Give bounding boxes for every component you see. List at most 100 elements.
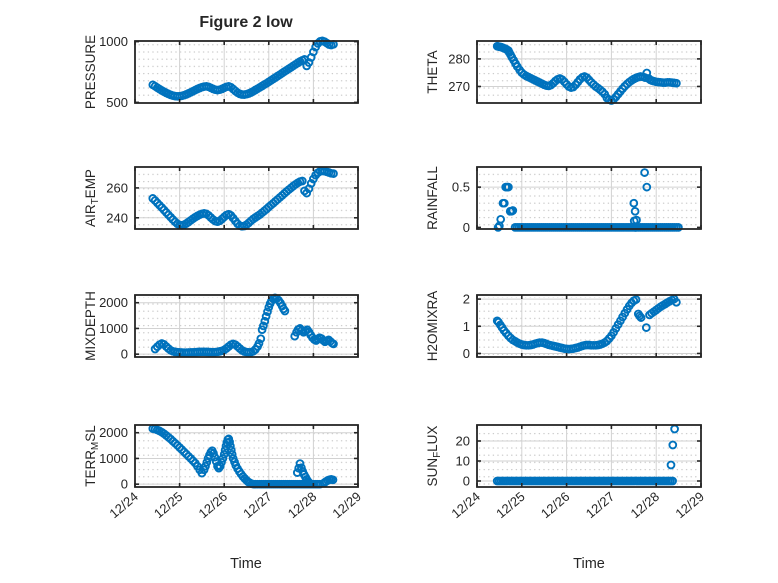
y-tick-labels: 00.5 <box>452 180 470 235</box>
data-points <box>150 293 338 357</box>
x-tick-labels: 12/24 12/25 12/26 12/27 12/28 12/29 <box>106 489 364 521</box>
x-tick-label: 12/29 <box>672 489 707 521</box>
y-axis-label: RAINFALL <box>425 166 440 230</box>
y-axis-label: SUNFLUX <box>425 426 443 487</box>
subplot-theta: 270 280 THETA <box>425 40 702 105</box>
data-marker <box>225 437 234 447</box>
y-tick-label: 500 <box>106 95 128 110</box>
x-axis-label: Time <box>230 556 262 572</box>
y-tick-labels: 500 1000 <box>99 34 128 110</box>
data-marker <box>499 198 509 208</box>
y-tick-labels: 0 1000 2000 <box>99 295 128 361</box>
subplot-rainfall: 00.5 RAINFALL <box>425 166 702 235</box>
data-marker <box>209 448 218 458</box>
x-tick-labels: 12/24 12/25 12/26 12/27 12/28 12/29 <box>448 489 707 521</box>
y-tick-label: 2000 <box>99 295 128 310</box>
y-axis-label: AIRTEMP <box>83 169 101 227</box>
axes-box <box>134 424 359 488</box>
y-tick-label: 280 <box>448 51 470 66</box>
data-points <box>492 294 681 354</box>
data-marker <box>640 168 649 177</box>
minor-grid <box>137 297 356 355</box>
data-marker <box>666 460 676 470</box>
data-marker <box>328 475 338 485</box>
data-marker <box>631 295 641 304</box>
y-axis-label: MIXDEPTH <box>83 291 98 361</box>
data-marker <box>226 445 236 455</box>
y-tick-label: 1000 <box>99 34 128 49</box>
y-axis-label: TERRMSL <box>83 425 101 487</box>
data-marker <box>313 334 323 344</box>
tick-marks <box>476 167 702 229</box>
x-tick-label: 12/24 <box>448 489 483 521</box>
axes-box <box>134 166 359 230</box>
y-tick-label: 10 <box>456 454 470 469</box>
axes-box <box>134 294 359 358</box>
x-tick-label: 12/25 <box>493 489 528 521</box>
minor-grid <box>479 43 699 101</box>
data-marker <box>179 447 189 457</box>
data-marker <box>672 78 681 88</box>
y-tick-label: 20 <box>456 434 470 449</box>
data-points <box>493 168 683 232</box>
x-tick-label: 12/26 <box>538 489 573 521</box>
data-marker <box>641 323 651 332</box>
y-tick-label: 0.5 <box>452 180 470 195</box>
data-marker <box>642 182 652 192</box>
axes-box <box>476 424 702 488</box>
tick-marks <box>134 167 359 229</box>
data-points <box>492 424 679 486</box>
data-marker <box>668 440 678 450</box>
y-tick-labels: 0 1000 2000 <box>99 425 128 491</box>
axes-box <box>476 40 702 104</box>
y-tick-label: 0 <box>121 347 128 362</box>
subplot-h2omixra: 0 1 2 H2OMIXRA <box>425 291 702 362</box>
tick-marks <box>476 41 702 103</box>
data-points <box>148 166 338 231</box>
y-tick-label: 0 <box>121 477 128 492</box>
data-marker <box>668 476 677 486</box>
tick-marks <box>476 295 702 357</box>
x-tick-label: 12/28 <box>285 489 320 521</box>
minor-grid <box>479 427 699 485</box>
data-marker <box>300 186 309 196</box>
data-marker <box>219 449 229 459</box>
data-marker <box>175 443 184 452</box>
data-marker <box>201 461 210 471</box>
y-tick-label: 240 <box>106 210 128 225</box>
y-tick-label: 1000 <box>99 451 128 466</box>
data-marker <box>254 339 264 348</box>
data-marker <box>261 312 271 321</box>
y-tick-labels: 0 10 20 <box>456 434 470 489</box>
data-marker <box>630 206 640 216</box>
axes-box <box>476 166 702 230</box>
y-tick-label: 1000 <box>99 321 128 336</box>
tick-marks <box>476 425 702 487</box>
x-tick-label: 12/26 <box>196 489 231 521</box>
y-tick-label: 0 <box>463 474 470 489</box>
y-axis-label: THETA <box>425 50 440 93</box>
y-tick-label: 2000 <box>99 425 128 440</box>
x-tick-label: 12/25 <box>151 489 186 521</box>
y-axis-label: PRESSURE <box>83 35 98 109</box>
axes-box <box>134 40 359 104</box>
x-tick-label: 12/27 <box>583 489 618 521</box>
tick-marks <box>134 40 359 104</box>
data-marker <box>227 449 237 459</box>
data-points <box>492 41 681 105</box>
y-axis-label: H2OMIXRA <box>425 291 440 362</box>
data-marker <box>202 457 212 467</box>
y-tick-label: 270 <box>448 79 470 94</box>
data-points <box>148 36 338 101</box>
y-tick-labels: 240 260 <box>106 180 128 225</box>
data-marker <box>210 452 220 462</box>
data-marker <box>260 316 270 326</box>
y-tick-labels: 270 280 <box>448 51 470 94</box>
tick-marks <box>134 425 359 487</box>
y-tick-label: 2 <box>463 292 470 307</box>
tick-marks <box>134 295 359 357</box>
